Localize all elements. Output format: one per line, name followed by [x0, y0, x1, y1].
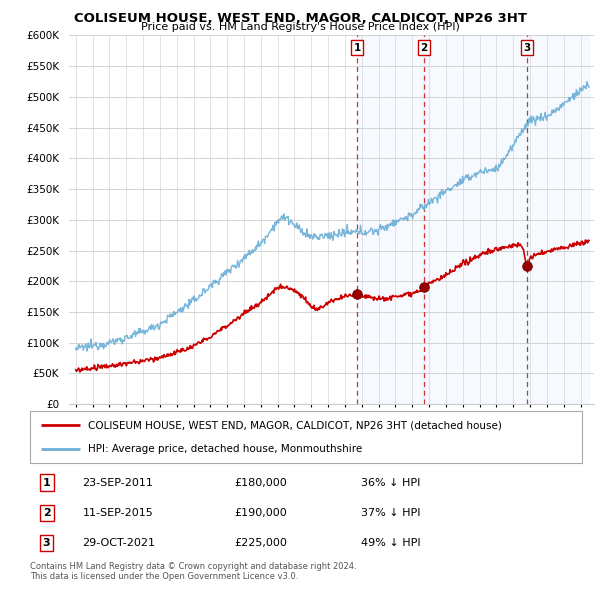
- Bar: [357, 35, 424, 404]
- Bar: [527, 35, 589, 404]
- Text: 36% ↓ HPI: 36% ↓ HPI: [361, 477, 421, 487]
- Text: Contains HM Land Registry data © Crown copyright and database right 2024.
This d: Contains HM Land Registry data © Crown c…: [30, 562, 356, 581]
- Text: Price paid vs. HM Land Registry's House Price Index (HPI): Price paid vs. HM Land Registry's House …: [140, 22, 460, 32]
- Text: 49% ↓ HPI: 49% ↓ HPI: [361, 538, 421, 548]
- Text: COLISEUM HOUSE, WEST END, MAGOR, CALDICOT, NP26 3HT: COLISEUM HOUSE, WEST END, MAGOR, CALDICO…: [74, 12, 527, 25]
- Text: 3: 3: [524, 43, 531, 53]
- Bar: [424, 35, 527, 404]
- Text: 2: 2: [421, 43, 428, 53]
- Text: 1: 1: [353, 43, 361, 53]
- Text: 3: 3: [43, 538, 50, 548]
- Text: £190,000: £190,000: [234, 508, 287, 518]
- Text: 1: 1: [43, 477, 50, 487]
- Text: 23-SEP-2011: 23-SEP-2011: [82, 477, 154, 487]
- Text: 2: 2: [43, 508, 50, 518]
- Text: £180,000: £180,000: [234, 477, 287, 487]
- Text: £225,000: £225,000: [234, 538, 287, 548]
- Text: 37% ↓ HPI: 37% ↓ HPI: [361, 508, 421, 518]
- Text: HPI: Average price, detached house, Monmouthshire: HPI: Average price, detached house, Monm…: [88, 444, 362, 454]
- Text: COLISEUM HOUSE, WEST END, MAGOR, CALDICOT, NP26 3HT (detached house): COLISEUM HOUSE, WEST END, MAGOR, CALDICO…: [88, 420, 502, 430]
- Text: 11-SEP-2015: 11-SEP-2015: [82, 508, 153, 518]
- Text: 29-OCT-2021: 29-OCT-2021: [82, 538, 155, 548]
